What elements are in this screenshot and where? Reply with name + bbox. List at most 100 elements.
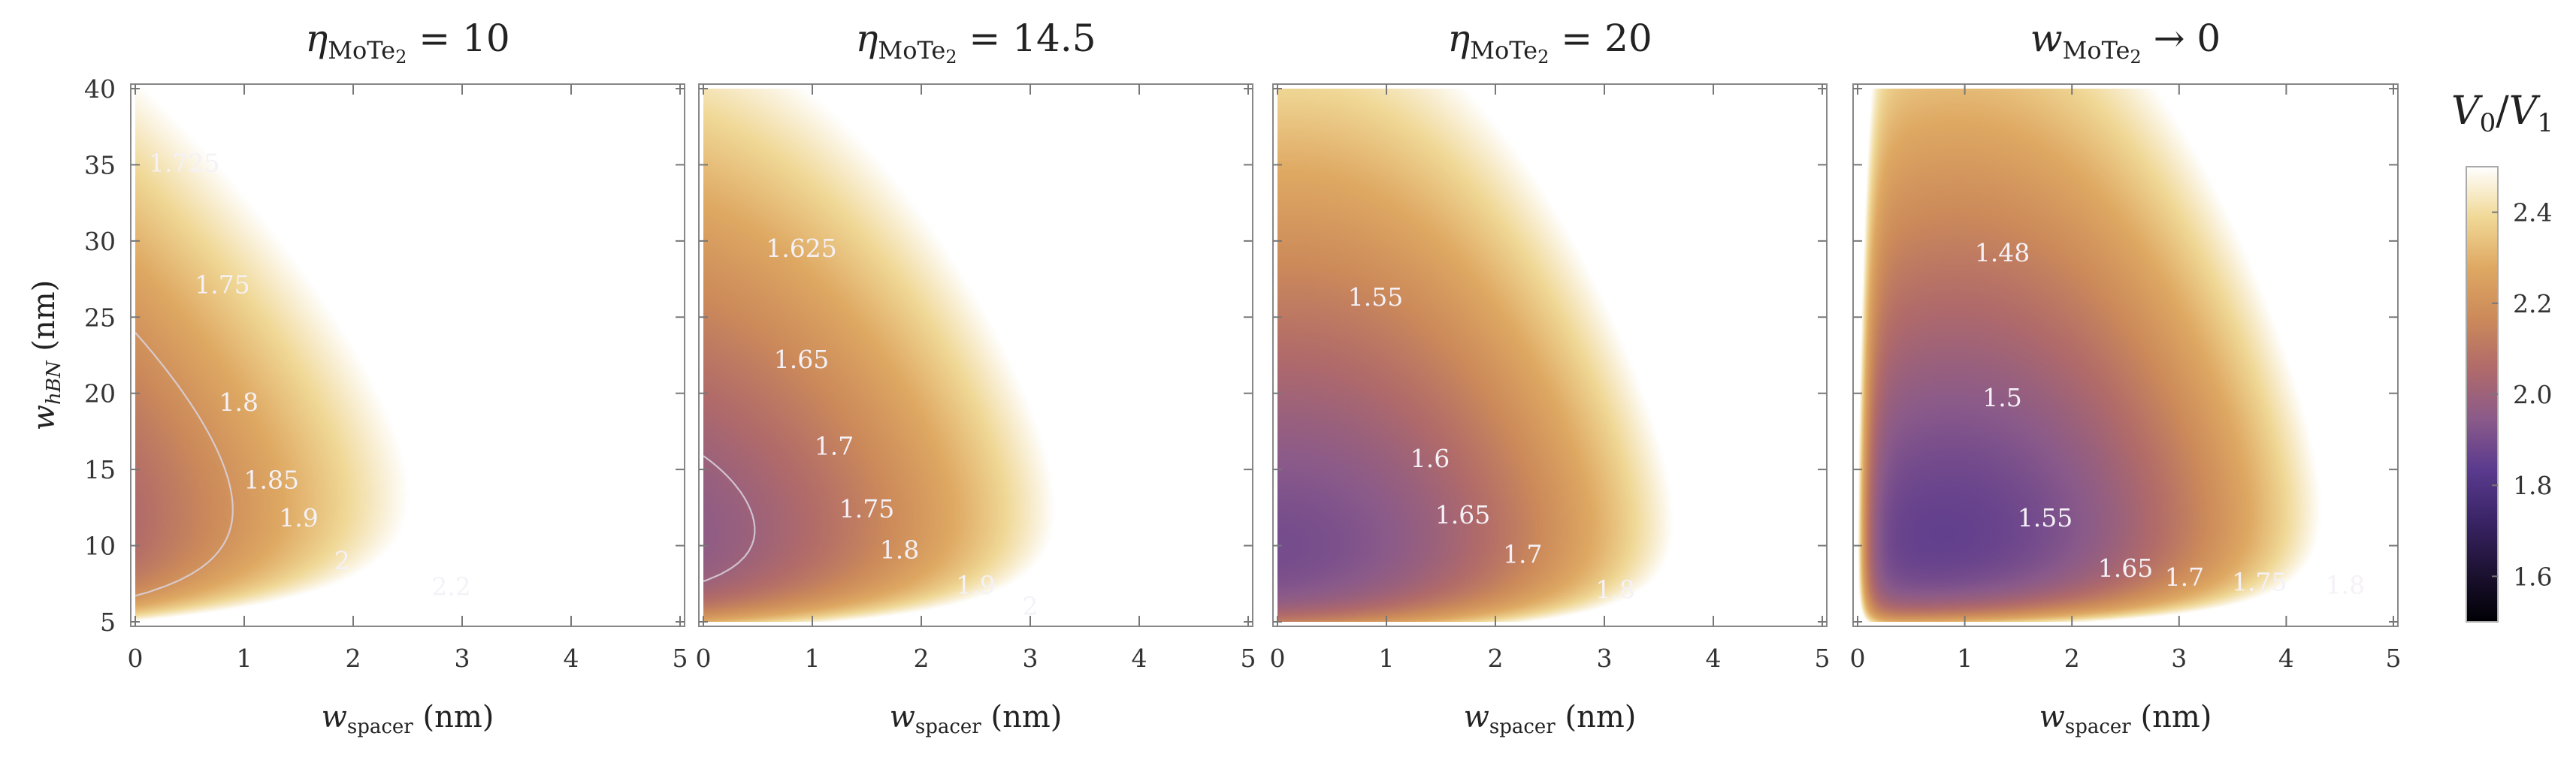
x-tick-label: 0 xyxy=(1270,644,1286,673)
panel-frame xyxy=(1852,83,2399,627)
colorbar-title: V0/V1 xyxy=(2451,89,2553,138)
x-axis-label: wspacer (nm) xyxy=(2039,700,2212,738)
contour-label: 1.65 xyxy=(2098,553,2153,583)
x-tick-label: 4 xyxy=(1132,644,1147,673)
contour-label: 1.55 xyxy=(1348,282,1403,312)
contour-label: 1.75 xyxy=(2232,567,2287,596)
panel-title: ηMoTe2 = 10 xyxy=(305,17,509,68)
x-tick-label: 1 xyxy=(1957,644,1973,673)
colorbar-tick-label: 1.6 xyxy=(2513,562,2552,591)
y-tick-label: 25 xyxy=(84,303,116,332)
contour-label: 1.725 xyxy=(149,148,219,177)
contour-lines xyxy=(135,332,234,597)
x-tick-label: 4 xyxy=(564,644,579,673)
x-tick-label: 5 xyxy=(673,644,688,673)
panel-title: ηMoTe2 = 14.5 xyxy=(855,17,1096,68)
x-tick-label: 2 xyxy=(346,644,361,673)
x-tick-label: 2 xyxy=(2064,644,2080,673)
x-tick-label: 1 xyxy=(237,644,252,673)
panel-frame xyxy=(1272,83,1828,627)
heatmap-image xyxy=(1277,89,1822,622)
panel-frame xyxy=(130,83,685,627)
contour-label: 1.55 xyxy=(2018,503,2073,532)
x-tick-label: 4 xyxy=(1706,644,1722,673)
chart-panel-1: 1.725 1.75 1.8 1.85 1.9 2 2.2 0 1 2 3 4 5 5 10 15 20 25 30… xyxy=(27,17,688,738)
y-axis: 5 10 15 20 25 30 35 40 xyxy=(84,74,685,637)
y-axis-label: whBN (nm) xyxy=(27,280,65,430)
contour-label: 2.2 xyxy=(431,571,470,601)
x-axis: 0 1 2 3 4 5 xyxy=(696,84,1256,673)
contour-label: 1.6 xyxy=(1410,444,1450,473)
contour-label: 1.65 xyxy=(774,345,829,374)
colorbar-tick-label: 1.8 xyxy=(2513,471,2552,500)
contour-label: 1.8 xyxy=(1595,574,1634,604)
x-axis-label: wspacer (nm) xyxy=(1464,700,1637,738)
contour-label: 1.625 xyxy=(766,234,836,263)
contour-label: 1.8 xyxy=(880,535,919,565)
x-axis: 0 1 2 3 4 5 xyxy=(1850,84,2402,673)
contour-label: 1.85 xyxy=(244,465,299,494)
chart-panel-4: 1.48 1.5 1.55 1.65 1.7 1.75 1.8 0 1 2 3 4 5 wMoTe2 → … xyxy=(1850,17,2402,738)
contour-line-7 xyxy=(703,455,756,583)
contour-label: 1.48 xyxy=(1975,238,2030,267)
heatmap-image xyxy=(703,89,1248,622)
colorbar-tick-label: 2.4 xyxy=(2513,198,2552,228)
contour-label: 1.65 xyxy=(1435,500,1490,529)
x-tick-label: 5 xyxy=(1815,644,1831,673)
colorbar: 1.6 1.8 2.0 2.2 2.4 V0/V1 xyxy=(2451,89,2553,623)
x-tick-label: 2 xyxy=(914,644,930,673)
contour-label: 1.9 xyxy=(279,503,318,532)
x-tick-label: 4 xyxy=(2278,644,2294,673)
contour-lines xyxy=(703,455,756,583)
chart-panel-3: 1.55 1.6 1.65 1.7 1.8 0 1 2 3 4 5 ηMoTe2 = 20 wspace… xyxy=(1270,17,1831,738)
y-tick-label: 20 xyxy=(84,379,116,409)
colorbar-tick-label: 2.0 xyxy=(2513,380,2552,409)
y-axis xyxy=(699,88,1253,623)
y-tick-label: 15 xyxy=(84,455,116,484)
chart-panel-2: 1.625 1.65 1.7 1.75 1.8 1.9 2 0 1 2 3 4 5 ηMoTe2 = 14… xyxy=(696,17,1256,738)
contour-label: 1.8 xyxy=(2326,570,2365,599)
contour-label: 1.8 xyxy=(219,388,259,417)
x-axis-label: wspacer (nm) xyxy=(322,700,494,738)
x-tick-label: 0 xyxy=(128,644,144,673)
heatmap-image xyxy=(135,89,680,622)
y-axis xyxy=(1853,88,2398,623)
x-tick-label: 3 xyxy=(1597,644,1613,673)
x-tick-label: 0 xyxy=(1850,644,1866,673)
x-tick-label: 3 xyxy=(455,644,470,673)
contour-label: 2 xyxy=(334,546,350,575)
x-tick-label: 0 xyxy=(696,644,712,673)
x-tick-label: 1 xyxy=(1379,644,1395,673)
panel-title: ηMoTe2 = 20 xyxy=(1447,17,1652,68)
panel-frame xyxy=(698,83,1253,627)
contour-label: 1.7 xyxy=(1503,540,1542,569)
contour-label: 1.7 xyxy=(2165,562,2204,592)
x-axis: 0 1 2 3 4 5 xyxy=(128,84,688,673)
x-tick-label: 1 xyxy=(805,644,821,673)
x-axis: 0 1 2 3 4 5 xyxy=(1270,84,1831,673)
contour-label: 1.75 xyxy=(839,494,894,523)
y-tick-label: 30 xyxy=(84,227,116,256)
colorbar-tick-label: 2.2 xyxy=(2513,289,2552,318)
panel-title: wMoTe2 → 0 xyxy=(2030,17,2221,68)
contour-label: 1.5 xyxy=(1982,383,2021,412)
heatmap-image xyxy=(1858,89,2393,622)
contour-label: 2 xyxy=(1023,592,1039,621)
x-tick-label: 2 xyxy=(1488,644,1504,673)
y-tick-label: 5 xyxy=(100,608,116,637)
x-axis-label: wspacer (nm) xyxy=(890,700,1063,738)
contour-label: 1.75 xyxy=(195,270,249,300)
x-tick-label: 5 xyxy=(1241,644,1256,673)
y-tick-label: 40 xyxy=(84,74,116,104)
y-tick-label: 10 xyxy=(84,532,116,561)
contour-line-7 xyxy=(135,332,234,597)
contour-label: 1.7 xyxy=(815,432,854,461)
x-tick-label: 3 xyxy=(1023,644,1039,673)
x-tick-label: 5 xyxy=(2386,644,2402,673)
y-tick-label: 35 xyxy=(84,150,116,179)
contour-label: 1.9 xyxy=(956,570,995,599)
x-tick-label: 3 xyxy=(2171,644,2187,673)
y-axis xyxy=(1273,88,1827,623)
